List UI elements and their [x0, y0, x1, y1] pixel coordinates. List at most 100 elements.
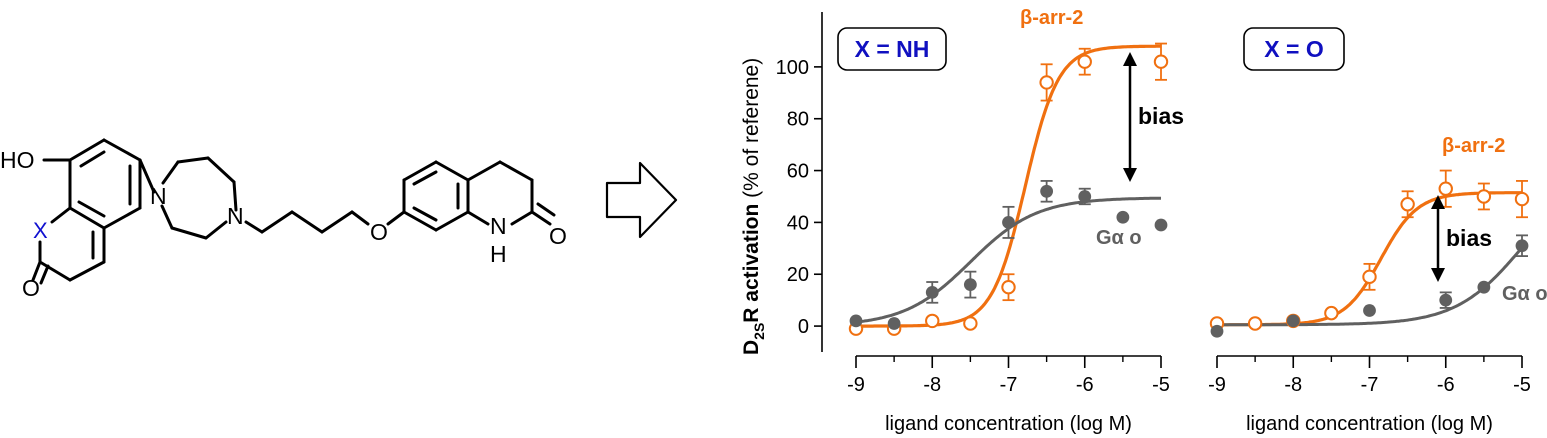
- bond: [102, 206, 142, 230]
- bond: [466, 160, 502, 182]
- gao-point: [925, 285, 939, 299]
- bias-arrowhead-up-icon: [1123, 52, 1137, 66]
- bond: [434, 210, 470, 232]
- chart-panel-nh: 0 20 40 60 80 100 -9 -8 -7 -6 -5 X = NH β-arr-2 Gα…: [776, 7, 1184, 435]
- bond: [244, 220, 264, 234]
- x-tick-label: -5: [1513, 374, 1531, 396]
- panel-label: X = NH: [837, 27, 947, 71]
- x-axis-title: ligand concentration (log M): [1246, 413, 1493, 435]
- y-tick-label: 40: [787, 212, 809, 234]
- x-tick-label: -7: [1000, 374, 1018, 396]
- series-label-barr2: β-arr-2: [1020, 7, 1083, 29]
- y-tick-label: 60: [787, 161, 809, 183]
- bond: [79, 150, 106, 168]
- barr2-point: [1153, 54, 1169, 69]
- x-tick-label: -9: [1208, 374, 1226, 396]
- atom-n2: N: [227, 203, 244, 229]
- bond: [232, 180, 238, 212]
- gao-point: [849, 314, 863, 328]
- bond: [386, 210, 406, 226]
- atom-n1: N: [150, 183, 167, 209]
- series-label-barr2: β-arr-2: [1442, 135, 1505, 157]
- panel-label: X = O: [1243, 27, 1345, 71]
- atom-ho: HO: [0, 147, 35, 173]
- series-label-gao: Gα o: [1096, 227, 1142, 249]
- series-labels: β-arr-2 Gα o: [1442, 135, 1547, 305]
- atom-labels: HO X O N N O N H O: [0, 147, 567, 301]
- gao-point: [1002, 216, 1015, 229]
- y-axis-title: D2SR activation (% of referene): [740, 58, 767, 355]
- bond: [50, 206, 72, 224]
- bond: [68, 260, 106, 282]
- atom-carbonyl-o-right: O: [549, 223, 567, 249]
- gao-point: [887, 317, 901, 330]
- gao-point: [1210, 324, 1224, 338]
- barr2-point: [1514, 191, 1530, 207]
- gao-point: [1515, 239, 1529, 253]
- y-axis-title-bold-prefix: D: [740, 340, 763, 355]
- x-tick-label: -7: [1361, 374, 1379, 396]
- panel-label-text: X = O: [1264, 36, 1323, 62]
- barr2-point: [1247, 316, 1263, 331]
- bond: [160, 204, 174, 230]
- bond: [31, 260, 42, 282]
- bond: [434, 160, 470, 182]
- gao-fit-curve: [1217, 246, 1524, 327]
- bond: [176, 156, 210, 164]
- series-label-gao: Gα o: [1502, 283, 1547, 305]
- barr2-point: [1400, 197, 1415, 212]
- gao-point: [1363, 304, 1376, 317]
- barr2-point: [1362, 269, 1377, 285]
- gao-point: [1040, 184, 1054, 198]
- bond: [68, 206, 106, 230]
- x-axis-title: ligand concentration (log M): [885, 413, 1132, 435]
- panel-label-box: [837, 27, 947, 71]
- atom-lactam-h: H: [490, 241, 507, 267]
- gao-point: [1439, 293, 1453, 307]
- reaction-arrow-icon: [605, 161, 678, 239]
- bond: [39, 264, 50, 285]
- panel-label-text: X = NH: [855, 36, 930, 62]
- bond: [290, 210, 324, 234]
- bond: [412, 206, 438, 222]
- bias-label: bias: [1446, 225, 1492, 251]
- bias-arrowhead-down-icon: [1431, 268, 1445, 282]
- y-axis-title-plain: (% of referene): [740, 58, 763, 204]
- bond: [38, 260, 72, 282]
- bond: [402, 210, 438, 232]
- panel-label-box: [1243, 27, 1345, 71]
- gao-point: [1154, 218, 1168, 232]
- bond: [350, 210, 370, 226]
- x-tick-label: -6: [1076, 374, 1094, 396]
- atom-x: X: [33, 218, 48, 243]
- bias-annotation: bias: [1431, 195, 1492, 282]
- bias-annotation: bias: [1123, 52, 1184, 182]
- series-labels: β-arr-2 Gα o: [1020, 7, 1142, 249]
- x-tick-label: -8: [923, 374, 941, 396]
- bond: [170, 226, 208, 240]
- bias-arrowhead-down-icon: [1123, 168, 1137, 182]
- x-tick-label: -8: [1284, 374, 1302, 396]
- x-tick-label: -9: [847, 374, 865, 396]
- atom-ether-o: O: [370, 219, 388, 245]
- bond: [530, 210, 552, 226]
- barr2-point: [963, 316, 978, 331]
- bond: [320, 210, 354, 234]
- axes: 0 20 40 60 80 100 -9 -8 -7 -6 -5: [776, 12, 1170, 396]
- bond: [510, 210, 534, 226]
- barr2-point: [1438, 181, 1453, 196]
- bond: [77, 200, 106, 218]
- y-axis-title-bold-suffix: R activation: [740, 204, 763, 323]
- chemical-structure: [31, 138, 678, 285]
- bond: [402, 160, 438, 182]
- y-tick-label: 20: [787, 264, 809, 286]
- bias-arrowhead-up-icon: [1431, 195, 1445, 209]
- x-tick-label: -6: [1437, 374, 1455, 396]
- bond: [204, 220, 228, 240]
- gao-point: [1078, 190, 1092, 203]
- y-tick-label: 0: [798, 316, 809, 338]
- bias-label: bias: [1138, 103, 1184, 129]
- axes: -9 -8 -7 -6 -5: [1208, 355, 1531, 396]
- barr2-point: [1324, 305, 1339, 321]
- bond: [536, 202, 556, 217]
